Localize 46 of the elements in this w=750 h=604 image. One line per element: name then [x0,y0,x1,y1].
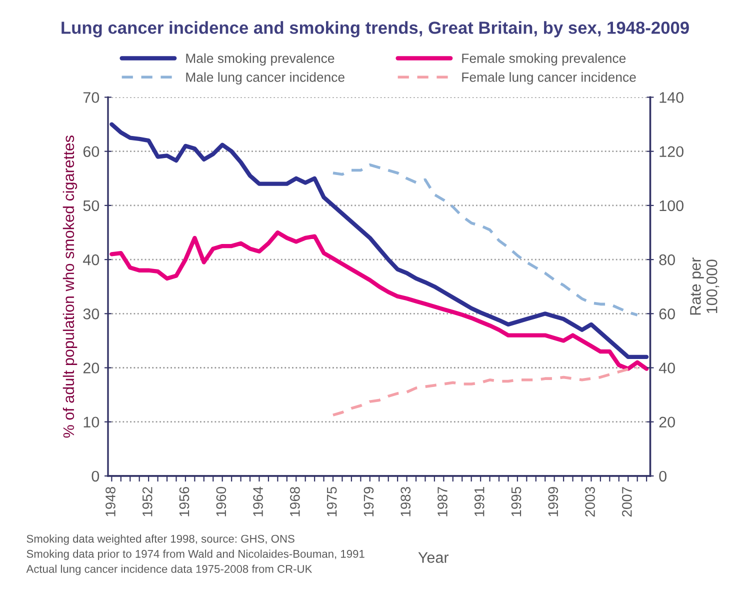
x-tick-label: 1952 [142,487,152,516]
line-series [332,163,639,316]
y-tick-label: 30 [83,308,100,320]
y-tick-label: 60 [83,146,100,158]
y-tick-label: 10 [84,416,100,428]
chart-title: Lung cancer incidence and smoking trends, Great Britain, by sex, 1948-2009 [62,21,689,38]
x-tick-label: 1999 [548,487,558,516]
x-tick-label: 1987 [438,487,448,516]
y2-tick-label: 0 [659,470,666,482]
legend-label: Male lung cancer incidence [186,72,344,84]
legend-label: Female lung cancer incidence [462,72,636,84]
y-tick-label: 0 [92,470,100,482]
y2-tick-label: 120 [660,146,684,158]
y-tick-label: 50 [83,200,100,212]
y2-tick-label: 60 [659,308,675,320]
y2-tick-label: 80 [659,254,675,266]
line-series [110,122,649,360]
y2-tick-label: 100 [660,200,684,212]
y-tick-label: 20 [83,362,100,374]
x-tick-label: 1960 [216,486,226,516]
x-tick-label: 1979 [364,487,374,516]
y2-axis-title: Rate per 100,000 [690,258,720,315]
y2-tick-label: 40 [658,362,675,374]
line-series [110,230,649,371]
text: Actual lung cancer incidence data 1975-2008 from CR-UK [26,564,312,576]
x-tick-label: 2003 [585,486,595,517]
y-axis-title: % of adult population who smoked cigarettes [62,136,78,438]
x-tick-label: 1995 [511,486,522,516]
legend-label: Male smoking prevalence [186,53,334,66]
legend-label: Female smoking prevalence [462,53,626,66]
y2-tick-label: 20 [659,416,675,428]
x-tick-label: 1983 [400,486,411,516]
y2-tick-label: 140 [660,92,684,103]
x-tick-label: 1975 [326,486,337,516]
x-tick-label: 1956 [179,486,190,516]
x-tick-label: 1968 [290,486,300,516]
x-axis-title: Year [418,552,449,563]
x-tick-label: 1948 [106,486,116,516]
y-tick-label: 40 [83,254,100,266]
x-tick-label: 1964 [253,486,263,516]
text: Smoking data prior to 1974 from Wald and Nicolaides-Bouman, 1991 [26,550,364,560]
x-tick-label: 1991 [474,487,484,516]
line-series [332,366,639,416]
text: Smoking data weighted after 1998, source: GHS, ONS [26,534,294,545]
y-tick-label: 70 [83,92,100,103]
x-tick-label: 2007 [622,487,632,517]
